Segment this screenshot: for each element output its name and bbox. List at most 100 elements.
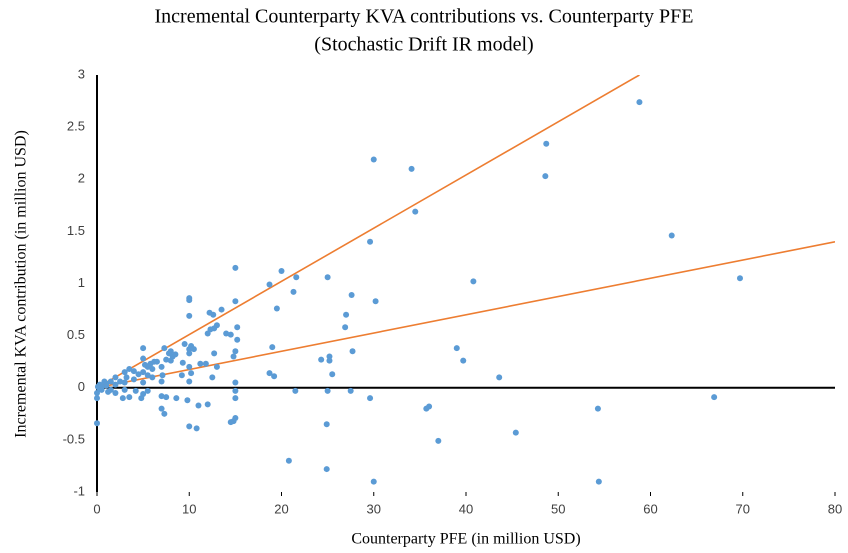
point — [293, 274, 300, 281]
point — [273, 305, 280, 312]
point — [232, 395, 239, 402]
point — [496, 374, 503, 381]
point — [130, 376, 137, 383]
point — [370, 478, 377, 485]
x-tick-label: 70 — [736, 501, 750, 516]
point — [290, 288, 297, 295]
point — [202, 360, 209, 367]
point — [213, 363, 220, 370]
point — [138, 395, 145, 402]
point — [135, 371, 142, 378]
point — [178, 372, 185, 379]
point — [209, 374, 216, 381]
point — [161, 345, 168, 352]
point — [119, 395, 126, 402]
point — [594, 405, 601, 412]
chart-subtitle: (Stochastic Drift IR model) — [314, 34, 533, 56]
point — [227, 331, 234, 338]
point — [167, 348, 174, 355]
x-tick-label: 50 — [551, 501, 565, 516]
point — [112, 374, 119, 381]
point — [736, 275, 743, 282]
x-tick-label: 0 — [93, 501, 100, 516]
point — [453, 345, 460, 352]
point — [130, 368, 137, 375]
point — [195, 402, 202, 409]
point — [412, 208, 419, 215]
point — [460, 357, 467, 364]
point — [324, 387, 331, 394]
point — [326, 353, 333, 360]
point — [112, 381, 119, 388]
point — [197, 360, 204, 367]
point — [94, 395, 100, 402]
point — [184, 397, 191, 404]
point — [167, 357, 174, 364]
point — [188, 370, 195, 377]
x-tick-label: 10 — [182, 501, 196, 516]
point — [105, 388, 112, 395]
y-tick-label: 0 — [78, 379, 85, 394]
point — [367, 238, 374, 245]
point — [266, 370, 273, 377]
point — [470, 278, 477, 285]
point — [230, 353, 237, 360]
point — [711, 394, 718, 401]
point — [326, 357, 333, 364]
trendline — [97, 75, 640, 389]
point — [408, 165, 415, 172]
point — [161, 410, 168, 417]
point — [193, 425, 200, 432]
point — [367, 395, 374, 402]
x-tick-label: 60 — [643, 501, 657, 516]
point — [144, 372, 151, 379]
point — [190, 346, 197, 353]
point — [232, 379, 239, 386]
point — [158, 378, 165, 385]
y-tick-label: -0.5 — [63, 431, 85, 446]
point — [140, 369, 147, 376]
point — [112, 389, 119, 396]
point — [140, 345, 147, 352]
y-tick-label: -1 — [73, 483, 85, 498]
point — [223, 330, 230, 337]
point — [123, 374, 130, 381]
point — [323, 421, 330, 428]
point — [271, 373, 278, 380]
point — [144, 387, 151, 394]
point — [370, 156, 377, 163]
point — [347, 387, 354, 394]
point — [218, 306, 225, 313]
point — [512, 429, 519, 436]
point — [186, 363, 193, 370]
point — [186, 312, 193, 319]
point — [132, 387, 139, 394]
point — [227, 419, 234, 426]
point — [149, 374, 156, 381]
point — [94, 420, 100, 427]
point — [126, 365, 133, 372]
point — [234, 336, 241, 343]
point — [173, 395, 180, 402]
point — [234, 324, 241, 331]
point — [179, 359, 186, 366]
point — [343, 311, 350, 318]
point — [126, 394, 133, 401]
x-tick-label: 20 — [274, 501, 288, 516]
point — [435, 437, 442, 444]
point — [342, 324, 349, 331]
y-axis-label: Incremental KVA contribution (in million… — [13, 130, 30, 438]
point — [186, 297, 193, 304]
point — [101, 378, 108, 385]
point — [543, 140, 550, 147]
point — [542, 173, 549, 180]
point — [117, 378, 124, 385]
point — [349, 348, 356, 355]
point — [323, 466, 330, 473]
point — [329, 371, 336, 378]
x-tick-label: 80 — [828, 501, 842, 516]
point — [372, 298, 379, 305]
point — [204, 330, 211, 337]
point — [163, 394, 170, 401]
point — [269, 344, 276, 351]
